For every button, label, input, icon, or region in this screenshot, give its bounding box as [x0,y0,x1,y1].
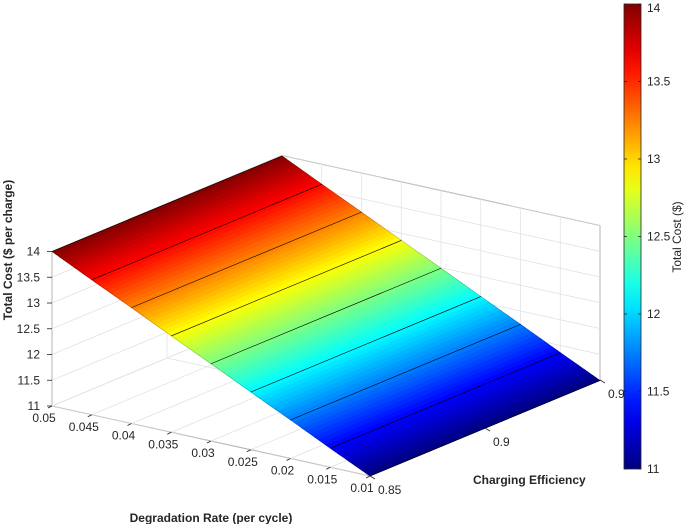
x-tick-mark [127,423,132,426]
tick-labels: 0.05 0.045 0.04 0.035 0.03 0.025 0.02 0.015 0.01… [17,245,632,498]
colorbar-tick-label: 14 [647,1,661,15]
z-tick-label: 11 [28,399,41,413]
z-tick-label: 12 [27,348,41,362]
x-tick-label: 0.025 [228,455,258,469]
mesh-line [131,211,362,308]
z-tick-label: 11.5 [18,373,41,387]
z-tick-label: 12.5 [17,322,41,336]
x-axis-label: Degradation Rate (per cycle) [130,511,293,524]
colorbar-label: Total Cost ($) [670,201,684,272]
x-tick-mark [286,458,291,461]
mesh-line [250,296,481,393]
x-tick-label: 0.035 [148,437,178,451]
colorbar-ticks: 11 11.5 12 12.5 13 13.5 14 [624,1,671,476]
x-tick-label: 0.05 [32,411,56,425]
colorbar-tick-label: 12 [647,307,661,321]
colorbar-tick-label: 11 [647,462,660,476]
z-tick-label: 13 [27,296,41,310]
x-tick-mark [206,440,212,444]
x-tick-label: 0.03 [191,446,215,460]
colorbar-tick-label: 12.5 [647,230,671,244]
colorbar-tick-label: 13 [647,152,661,166]
grid-line [281,155,601,226]
x-tick-label: 0.04 [112,429,136,443]
y-tick-mark [484,427,491,432]
mesh-line [330,352,561,449]
mesh-line [171,240,402,337]
grid-line [281,180,601,252]
surface [51,155,601,477]
mesh-line [210,267,442,365]
mesh-edge [51,251,371,477]
x-tick-label: 0.015 [307,472,337,486]
mesh-line [51,155,283,252]
y-tick-label: 0.9 [493,435,510,449]
x-tick-label: 0.01 [350,481,374,495]
z-tick-label: 13.5 [17,270,41,284]
z-axis-label: Total Cost ($ per charge) [1,180,15,320]
mesh-edge [281,155,601,381]
colorbar-tick-label: 11.5 [647,385,670,399]
mesh-line [91,184,322,281]
x-tick-mark [87,414,92,418]
y-axis-label: Charging Efficiency [473,473,586,487]
x-tick-mark [167,431,172,435]
x-tick-label: 0.02 [271,464,295,478]
x-tick-label: 0.045 [69,420,99,434]
surface-patch [365,377,601,477]
z-tick-label: 14 [27,245,41,259]
x-tick-mark [326,466,331,470]
y-tick-mark [369,475,376,480]
y-tick-label: 0.85 [378,483,402,497]
mesh-line [290,324,521,421]
colorbar-tick-label: 13.5 [647,75,671,89]
y-tick-mark [599,379,606,384]
x-tick-mark [246,449,251,453]
x-tick-mark [365,475,371,479]
